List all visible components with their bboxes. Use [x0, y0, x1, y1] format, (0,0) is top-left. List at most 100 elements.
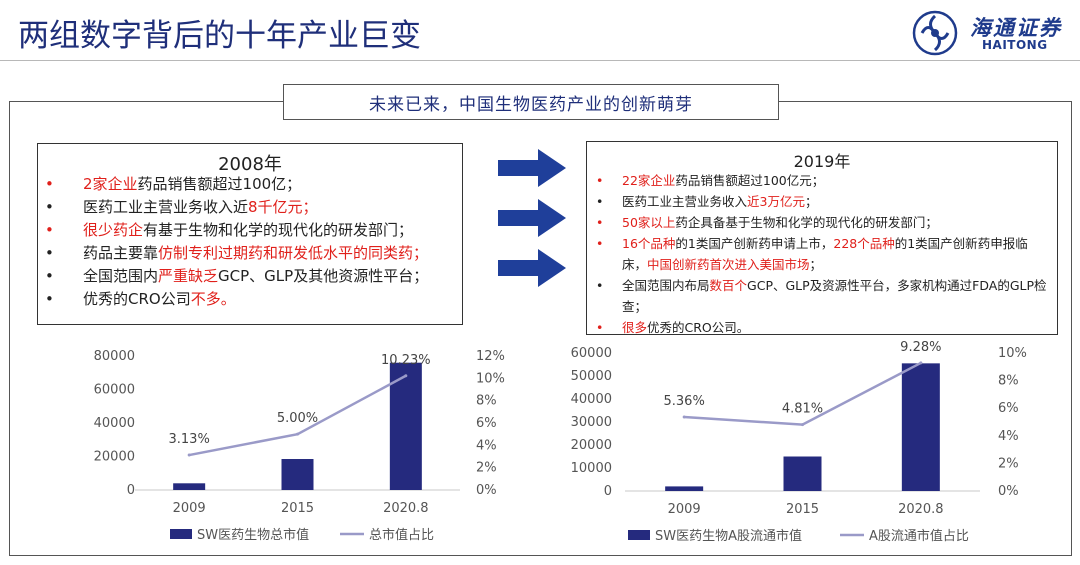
- chart-float-market-cap: 0 10000 20000 30000 40000 50000 60000 0% 2% 4% 6% 8…: [571, 340, 1027, 544]
- y-tick-label-right: 10%: [998, 346, 1027, 361]
- line-point: [919, 361, 923, 365]
- y-tick-label-right: 6%: [998, 401, 1019, 416]
- bullet-text: 有基于生物和化学的现代化的研发部门；: [143, 221, 414, 239]
- bullet-text: 的1类国产创新药申报临床，: [622, 236, 1028, 272]
- line-point: [296, 432, 299, 436]
- bullet-dot: •: [45, 221, 54, 239]
- legend-label-line: A股流通市值占比: [869, 528, 969, 544]
- bullet-text: ；: [804, 194, 818, 209]
- list-2019: • 22家企业药品销售额超过100亿元； • 医药工业主营业务收入近3万亿元； • 50家…: [590, 170, 1052, 338]
- legend-swatch-bar: [628, 530, 650, 540]
- bullet-text: 的1类国产创新药申请上市，: [675, 236, 834, 251]
- highlight-text: 严重缺乏: [158, 267, 219, 285]
- highlight-text: 仿制专利过期药和研发低水平的同类药；: [158, 244, 429, 262]
- y-tick-label-right: 6%: [476, 416, 497, 431]
- line-point: [404, 374, 408, 378]
- bar-mark: [901, 363, 940, 491]
- bullet-text: 药品销售额超过100亿；: [137, 175, 302, 193]
- bullet-item: • 药品主要靠仿制专利过期药和研发低水平的同类药；: [39, 242, 431, 265]
- y-tick-label-right: 0%: [998, 484, 1019, 499]
- bullet-text: ；: [809, 257, 823, 272]
- bullet-text: 药品主要靠: [83, 244, 159, 262]
- highlight-text: 228个品种: [833, 236, 895, 251]
- bullet-text: 药企具备基于生物和化学的现代化的研发部门；: [675, 215, 938, 230]
- y-tick-label-left: 50000: [571, 369, 612, 384]
- data-label: 4.81%: [782, 402, 823, 417]
- y-tick-label-left: 0: [127, 483, 135, 498]
- bullet-dot: •: [45, 290, 54, 308]
- bullet-item: • 很少药企有基于生物和化学的现代化的研发部门；: [39, 219, 431, 242]
- arrow-right-icon: [498, 249, 566, 287]
- bullet-text: GCP、GLP及其他资源性平台；: [218, 267, 429, 285]
- x-tick-label: 2015: [281, 501, 314, 516]
- subtitle-banner: 未来已来，中国生物医药产业的创新萌芽: [283, 84, 779, 120]
- bullet-dot: •: [45, 175, 54, 193]
- x-tick-label: 2020.8: [898, 502, 944, 517]
- highlight-text: 8千亿元；: [248, 198, 318, 216]
- bullet-text: 全国范围内布局: [622, 278, 710, 293]
- y-tick-label-left: 20000: [94, 450, 135, 465]
- highlight-text: 中国创新药首次进入美国市场: [647, 257, 810, 272]
- bullet-item: • 16个品种的1类国产创新药申请上市，228个品种的1类国产创新药申报临床，中国…: [590, 233, 1052, 275]
- arrow-right-icon: [498, 149, 566, 187]
- data-label: 3.13%: [169, 432, 210, 447]
- logo-text-cn: 海通证券: [970, 15, 1062, 40]
- highlight-text: 2家企业: [83, 175, 138, 193]
- line-point: [187, 453, 191, 457]
- line-point: [682, 415, 686, 419]
- data-label: 10.23%: [381, 353, 431, 368]
- bar-mark: [783, 456, 822, 491]
- title-divider: [0, 60, 1080, 61]
- bullet-item: • 很多优秀的CRO公司。: [590, 317, 1052, 338]
- bullet-item: • 全国范围内布局数百个GCP、GLP及资源性平台，多家机构通过FDA的GLP检查…: [590, 275, 1052, 317]
- highlight-text: 很多: [622, 320, 648, 335]
- bullet-dot: •: [596, 320, 604, 335]
- bullet-text: 医药工业主营业务收入: [622, 194, 748, 209]
- y-tick-label-right: 4%: [476, 438, 497, 453]
- bullet-dot: •: [596, 194, 604, 209]
- y-tick-label-left: 10000: [571, 461, 612, 476]
- box-2019-title: 2019年: [793, 152, 851, 171]
- chart-total-market-cap: 0 20000 40000 60000 80000 0% 2% 4% 6% 8% 10% 12% 200…: [94, 349, 505, 543]
- x-tick-label: 2009: [668, 502, 701, 517]
- bullet-dot: •: [45, 267, 54, 285]
- legend-label-bar: SW医药生物总市值: [197, 527, 309, 543]
- data-label: 5.00%: [277, 411, 318, 426]
- x-tick-label: 2020.8: [383, 501, 429, 516]
- highlight-text: 不多。: [190, 290, 236, 308]
- y-tick-label-left: 40000: [94, 416, 135, 431]
- highlight-text: 22家企业: [622, 173, 676, 188]
- box-2019: 2019年: [586, 141, 1058, 335]
- bullet-text: 医药工业主营业务收入近: [83, 198, 249, 216]
- y-tick-label-left: 40000: [571, 392, 612, 407]
- y-tick-label-right: 4%: [998, 429, 1019, 444]
- y-tick-label-left: 60000: [94, 383, 135, 398]
- bar-mark: [173, 483, 206, 490]
- bullet-dot: •: [596, 215, 604, 230]
- y-tick-label-right: 8%: [476, 394, 497, 409]
- x-tick-label: 2015: [786, 502, 819, 517]
- y-tick-label-right: 12%: [476, 349, 505, 364]
- y-tick-label-right: 2%: [998, 456, 1019, 471]
- y-tick-label-left: 20000: [571, 438, 612, 453]
- legend-label-line: 总市值占比: [369, 527, 434, 543]
- bullet-dot: •: [45, 198, 54, 216]
- bullet-item: • 优秀的CRO公司不多。: [39, 288, 431, 311]
- legend-swatch-bar: [170, 529, 192, 539]
- bullet-text: 全国范围内: [83, 267, 159, 285]
- y-tick-label-left: 60000: [571, 346, 612, 361]
- data-label: 9.28%: [900, 340, 941, 355]
- highlight-text: 50家以上: [622, 215, 676, 230]
- line-point: [801, 423, 804, 427]
- data-label: 5.36%: [664, 394, 705, 409]
- bullet-item: • 22家企业药品销售额超过100亿元；: [590, 170, 1052, 191]
- highlight-text: 数百个: [709, 278, 748, 293]
- bullet-dot: •: [596, 173, 604, 188]
- bullet-text: GCP、GLP及资源性平台，多家机构通过FDA的GLP检查；: [622, 278, 1047, 314]
- bullet-dot: •: [45, 244, 54, 262]
- y-tick-label-left: 0: [604, 484, 612, 499]
- bullet-item: • 医药工业主营业务收入近3万亿元；: [590, 191, 1052, 212]
- bullet-text: 优秀的CRO公司。: [647, 320, 750, 335]
- y-tick-label-right: 10%: [476, 371, 505, 386]
- y-tick-label-left: 80000: [94, 349, 135, 364]
